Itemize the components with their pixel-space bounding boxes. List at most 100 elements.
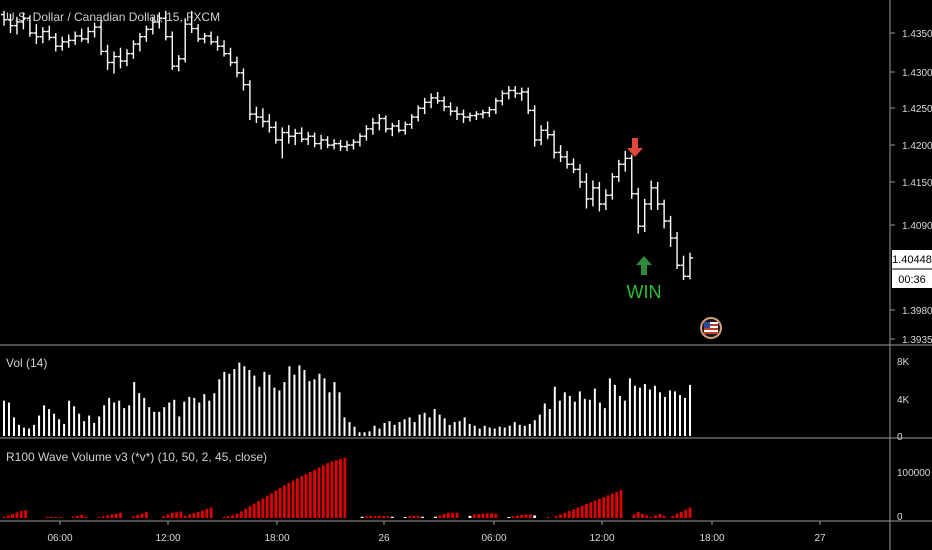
ohlc-bar [259,108,266,128]
volume-bar [673,391,676,436]
wave-volume-bar [481,513,485,518]
volume-bar [633,385,636,436]
ohlc-bar [272,121,279,144]
volume-bar [508,425,511,436]
wave-volume-bar [321,465,325,518]
time-axis[interactable]: 06:00 12:00 18:00 26 06:00 12:00 18:00 27 [47,521,826,544]
wave-volume-bar [472,514,476,518]
ohlc-bar [583,173,590,209]
price-axis[interactable]: 1.43500 1.43000 1.42500 1.42000 1.41500 1.409… [890,29,932,346]
volume-bar [683,397,686,436]
volume-bar [253,375,256,436]
current-price-label[interactable]: 1.40448 00:36 [892,250,932,288]
ohlc-bar [350,139,357,150]
ohlc-bar [369,117,376,135]
wave-volume-bar [235,513,239,518]
wave-volume-bar [563,512,567,518]
wave-volume-bar [326,463,329,518]
volume-bar [173,399,176,436]
wave-volume-bar [386,516,390,518]
ohlc-bar [589,180,596,207]
up-arrow-icon [636,256,652,275]
wave-volume-bar [675,513,679,518]
wave-axis[interactable]: 100000 0 [897,468,931,523]
wave-volume-bar [554,516,558,518]
volume-bar [603,408,606,436]
ohlc-bar [78,28,85,42]
ohlc-bar [195,24,202,42]
volume-bar [233,369,236,436]
wave-volume-bar [300,476,304,518]
wave-volume-bar [339,458,342,518]
wave-panel-title[interactable]: R100 Wave Volume v3 (*v*) (10, 50, 2, 45… [6,450,267,464]
ohlc-bar [111,51,118,74]
wave-volume-bar [24,510,27,518]
volume-bar [558,400,561,436]
wave-volume-bar [442,514,446,518]
volume-bar [473,425,476,436]
wave-volume-bar [313,469,317,518]
volume-bar [578,391,581,436]
ohlc-bar [240,68,247,91]
wave-volume-bar [114,513,118,518]
ohlc-bar [26,15,33,37]
ohlc-bar [661,199,668,229]
wave-volume-bar [589,502,593,518]
ohlc-bar [687,252,693,280]
volume-bar [478,428,481,436]
wave-volume-bar [291,480,295,518]
wave-volume-bar [244,508,248,518]
volume-tick-label: 0 [897,432,903,443]
wave-volume-bar [270,493,273,518]
volume-bar [353,426,356,436]
wave-volume-bar [317,467,321,518]
wave-volume-bar [615,491,619,518]
chart-title[interactable]: U.S. Dollar / Canadian Dollar, 15, FXCM [6,10,220,24]
volume-bar [543,403,546,436]
volume-bar [3,400,5,436]
ohlc-bar [279,127,286,159]
wave-volume-bar [416,515,420,518]
ohlc-bar [266,114,273,133]
volume-bar [368,431,371,436]
wave-volume-bar [144,511,148,518]
ohlc-bar [389,122,396,137]
ohlc-bar [123,49,130,67]
time-tick-label: 27 [814,533,826,544]
wave-volume-bar [511,516,515,518]
volume-bar [58,419,61,436]
ohlc-bar [324,136,331,149]
ohlc-bar [52,33,59,52]
ohlc-bar [98,19,105,56]
ohlc-bar [635,187,642,234]
volume-bar [13,417,16,436]
wave-volume-bar [597,498,601,518]
volume-panel-title[interactable]: Vol (14) [6,356,47,370]
volume-axis[interactable]: 8K 4K 0 [897,357,910,443]
volume-bar [463,417,466,436]
wave-volume-bar [252,503,256,518]
volume-bar [689,384,691,436]
volume-bar [63,423,66,436]
volume-bar [283,382,286,436]
wave-volume-bar [524,514,528,518]
volume-bar [553,386,556,436]
volume-bar [423,412,426,436]
ohlc-bar [117,47,124,69]
ohlc-bar [473,111,480,121]
wave-volume-bar [649,516,653,518]
volume-bar [483,425,486,436]
price-tick-label: 1.43500 [902,29,932,40]
ohlc-bar [544,121,551,140]
ohlc-bar [59,36,66,51]
ohlc-bar [395,120,402,133]
wave-volume-bar [377,515,381,518]
ohlc-bar [65,34,72,48]
volume-bar [203,394,206,436]
wave-volume-bar [179,511,183,518]
volume-bar [413,422,416,436]
volume-bar [573,401,576,436]
us-flag-icon[interactable] [700,317,722,339]
wave-volume-bar [619,490,623,518]
